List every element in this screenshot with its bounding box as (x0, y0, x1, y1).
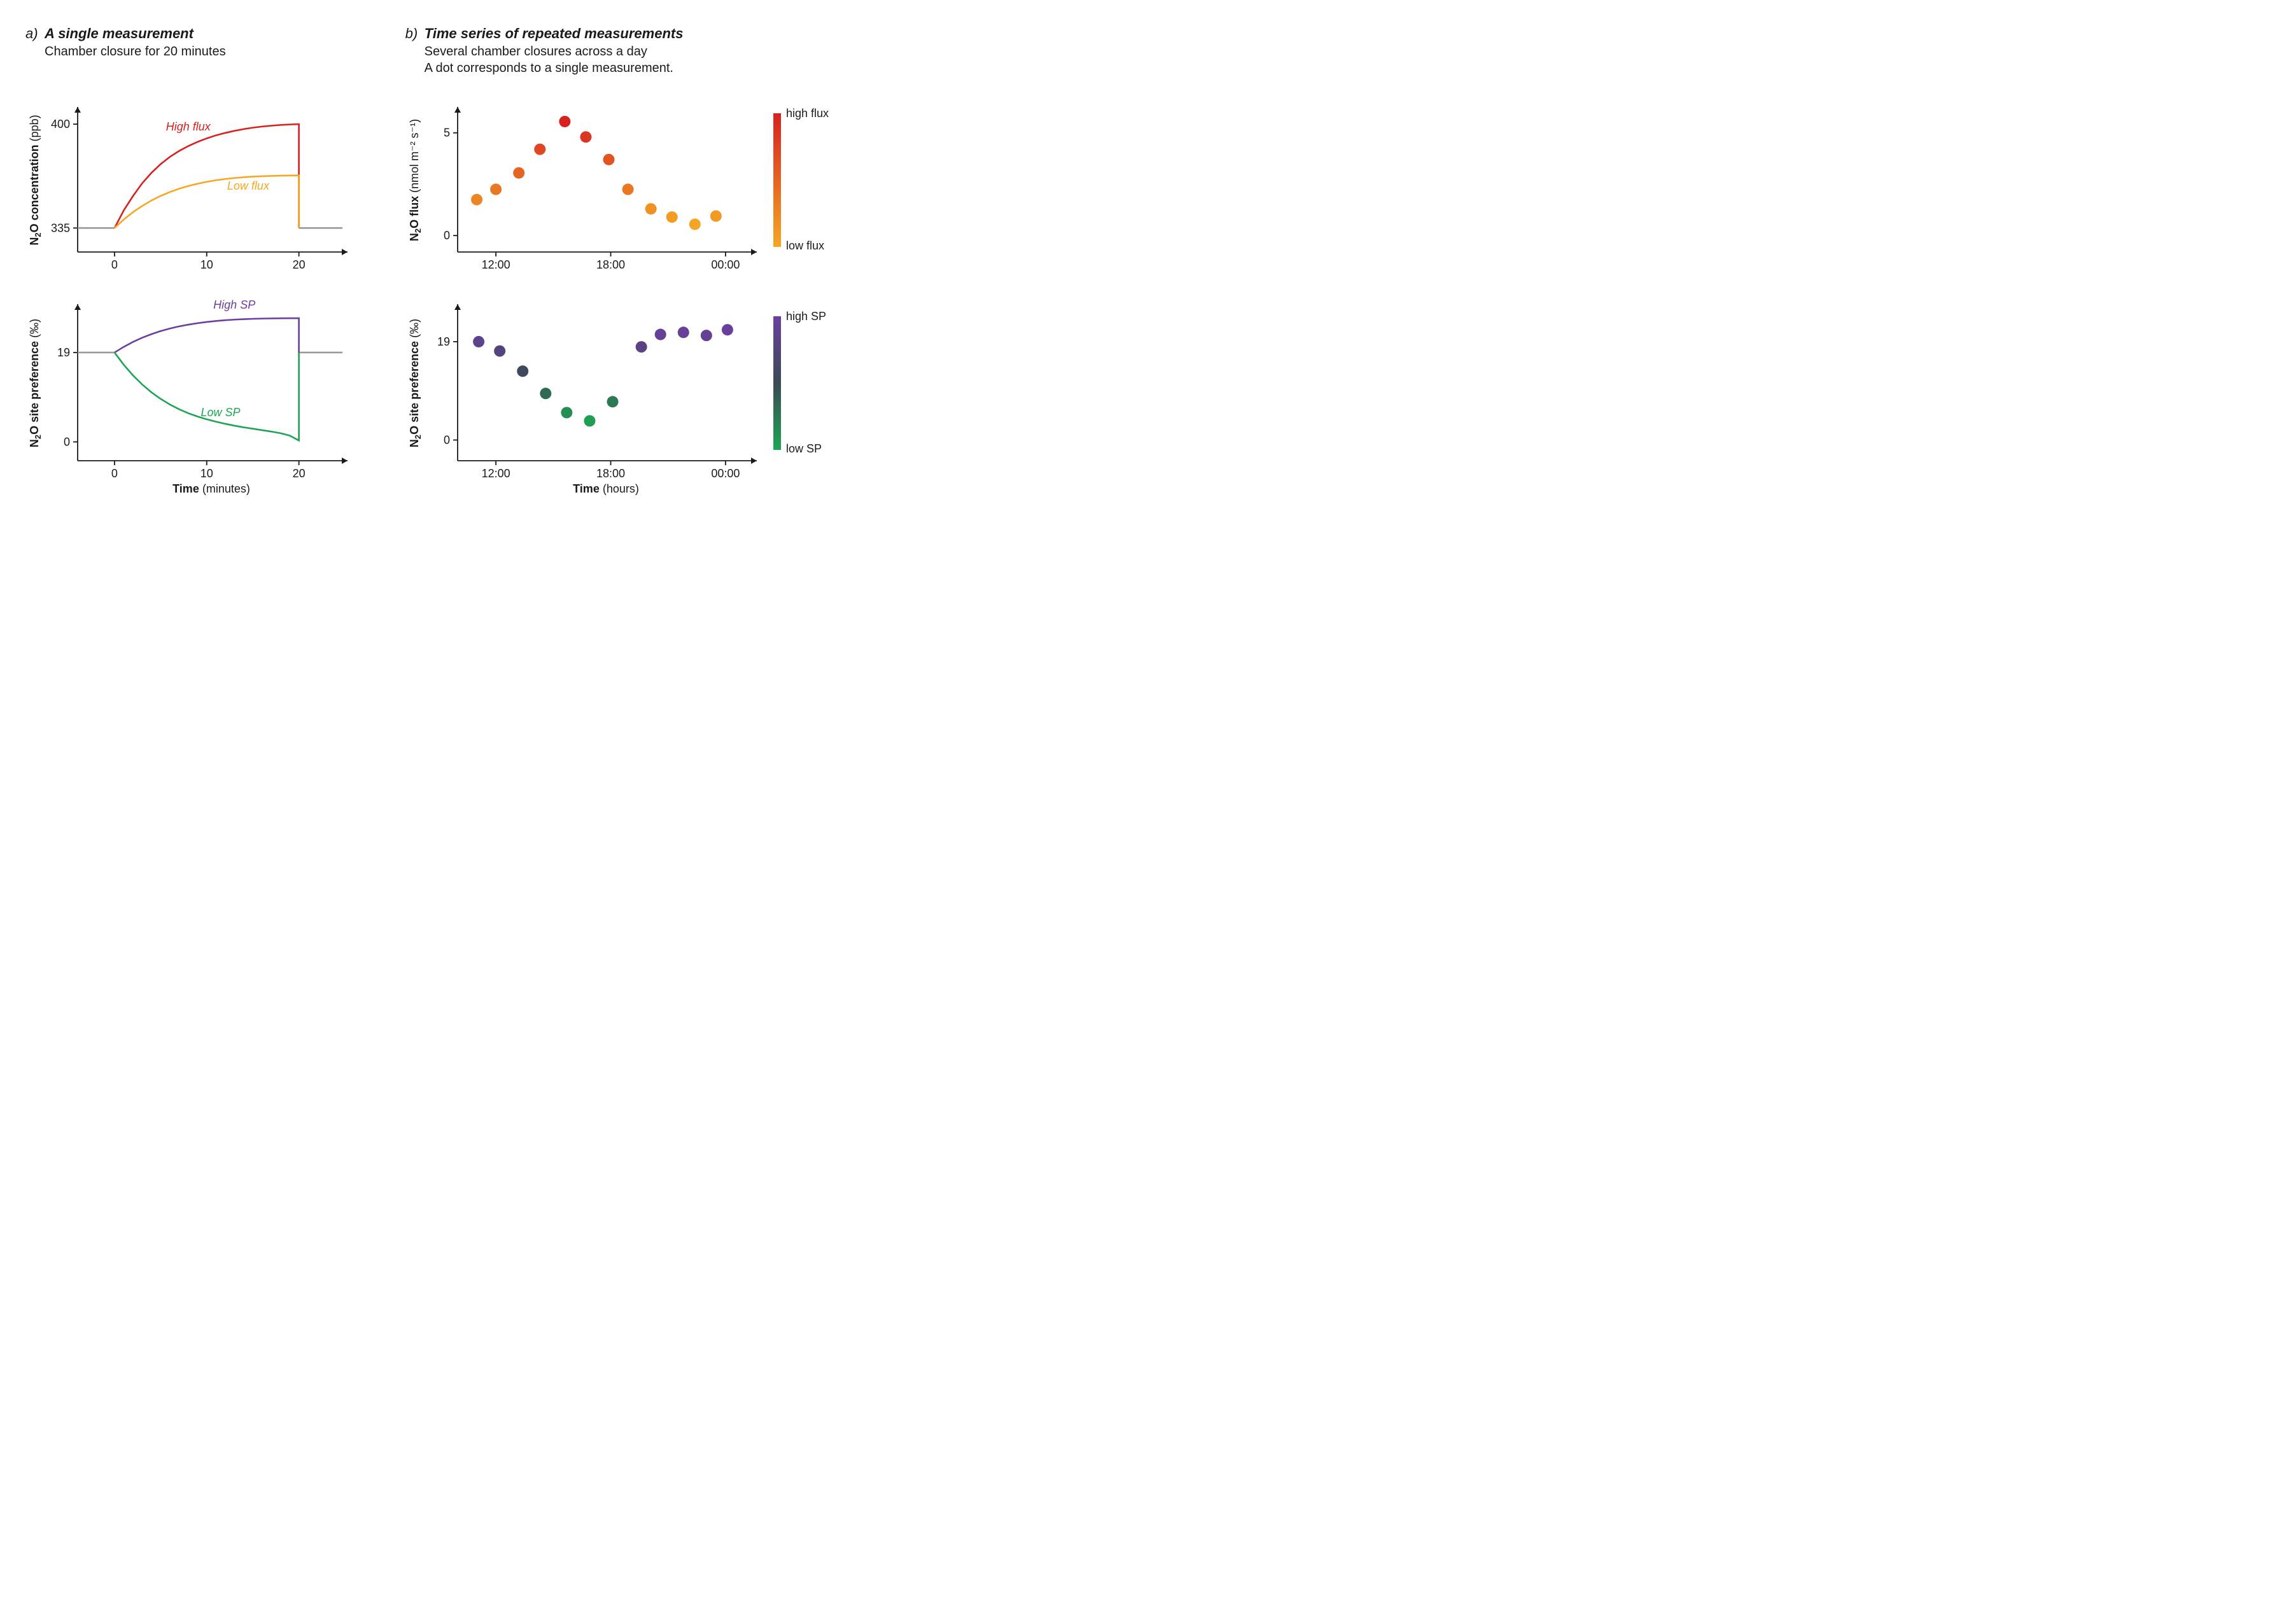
svg-text:Time (hours): Time (hours) (573, 482, 639, 495)
scatter-point (700, 330, 712, 341)
scatter-point (645, 203, 656, 214)
svg-text:400: 400 (51, 118, 70, 130)
svg-text:N2O site preference (‰): N2O site preference (‰) (408, 319, 423, 447)
chart-b-bot: 0 19 12:00 18:00 00:00 high SP low SP N2O site … (405, 297, 840, 500)
svg-text:0: 0 (111, 467, 118, 480)
scatter-point (654, 329, 666, 340)
scatter-point (635, 341, 647, 353)
svg-text:0: 0 (111, 258, 118, 271)
scatter-point (666, 211, 677, 223)
scatter-point (473, 336, 484, 347)
svg-text:0: 0 (444, 229, 450, 242)
scatter-point (677, 326, 689, 338)
svg-text:20: 20 (293, 258, 306, 271)
scatter-point (471, 194, 482, 206)
panel-b-subtitle: Several chamber closures across a dayA d… (425, 43, 840, 76)
scatter-point (607, 396, 618, 407)
svg-text:20: 20 (293, 467, 306, 480)
gradbar-high-label: high flux (786, 107, 829, 120)
chart-b-top: 0 5 12:00 18:00 00:00 high flux low flux N2O fl… (405, 99, 840, 277)
panel-b-header: b) Time series of repeated measurements … (405, 25, 840, 76)
scatter-point (584, 415, 595, 426)
scatter-point (494, 346, 505, 357)
scatter-point (561, 407, 572, 418)
svg-text:0: 0 (64, 435, 70, 448)
svg-text:12:00: 12:00 (481, 258, 510, 271)
panel-a-label: a) (25, 25, 38, 42)
gradbar-high-label: high SP (786, 310, 826, 323)
scatter-point (710, 211, 722, 222)
chart-a-top: 335 400 0 10 20 High flux Low flux N2O concentr… (25, 99, 374, 277)
svg-text:0: 0 (444, 433, 450, 446)
svg-text:N2O concentration (ppb): N2O concentration (ppb) (28, 115, 43, 245)
curve-high (115, 318, 299, 353)
panel-a-header: a) A single measurement Chamber closure … (25, 25, 374, 76)
chart-a-bot: 0 19 0 10 20 High SP Low SP N2O site preference… (25, 297, 374, 500)
curve-label-high: High flux (166, 120, 211, 133)
curve-label-low: Low SP (200, 406, 240, 419)
curve-label-high: High SP (213, 298, 255, 311)
curve-low (115, 353, 299, 440)
scatter-point (580, 131, 591, 143)
panel-b-label: b) (405, 25, 418, 42)
svg-text:18:00: 18:00 (596, 467, 625, 480)
gradbar-low-label: low SP (786, 442, 822, 455)
scatter-point (559, 116, 570, 127)
svg-text:10: 10 (200, 467, 213, 480)
svg-text:19: 19 (437, 335, 450, 348)
svg-text:19: 19 (57, 346, 70, 359)
scatter-point (622, 184, 633, 195)
svg-text:00:00: 00:00 (711, 467, 740, 480)
figure: a) A single measurement Chamber closure … (25, 25, 840, 500)
svg-text:00:00: 00:00 (711, 258, 740, 271)
scatter-point (534, 144, 545, 155)
curve-label-low: Low flux (227, 179, 270, 192)
scatter-point (722, 324, 733, 335)
gradient-bar (773, 316, 781, 450)
scatter-point (513, 167, 524, 179)
svg-text:335: 335 (51, 221, 70, 234)
scatter-point (517, 365, 528, 377)
svg-text:18:00: 18:00 (596, 258, 625, 271)
scatter-point (490, 184, 502, 195)
svg-text:N2O flux (nmol m⁻² s⁻¹): N2O flux (nmol m⁻² s⁻¹) (408, 119, 423, 241)
scatter-point (540, 388, 551, 399)
scatter-point (689, 218, 700, 230)
svg-text:Time (minutes): Time (minutes) (172, 482, 250, 495)
scatter-point (603, 154, 614, 165)
svg-text:N2O site preference (‰): N2O site preference (‰) (28, 319, 43, 447)
svg-text:12:00: 12:00 (481, 467, 510, 480)
svg-text:5: 5 (444, 127, 450, 139)
panel-a-subtitle: Chamber closure for 20 minutes (45, 43, 374, 60)
gradient-bar (773, 113, 781, 247)
panel-a-title: A single measurement (45, 25, 193, 41)
svg-text:10: 10 (200, 258, 213, 271)
panel-b-title: Time series of repeated measurements (425, 25, 684, 41)
gradbar-low-label: low flux (786, 239, 824, 252)
